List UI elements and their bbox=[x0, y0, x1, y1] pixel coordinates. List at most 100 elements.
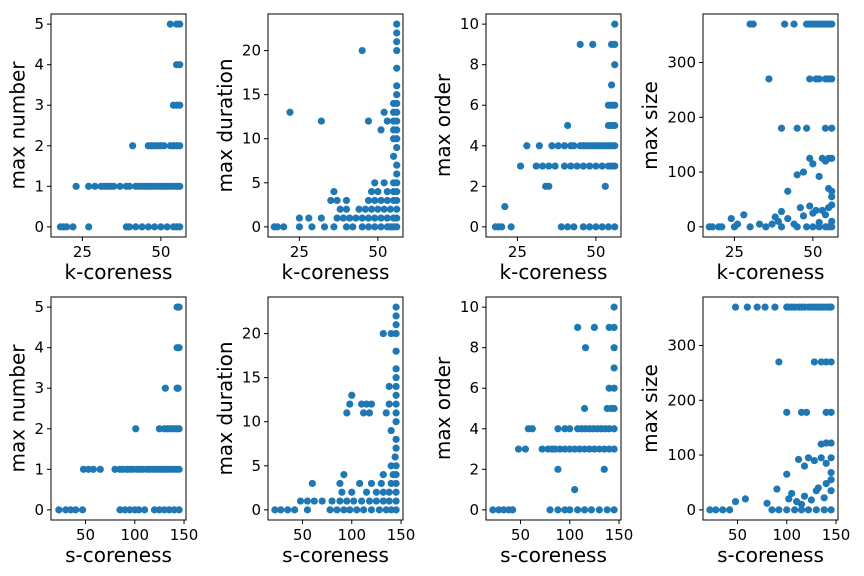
y-tick-label: 2 bbox=[34, 137, 44, 155]
data-point bbox=[809, 160, 817, 168]
axes-frame bbox=[702, 296, 839, 521]
data-point bbox=[305, 214, 313, 222]
x-tick-label: 150 bbox=[387, 526, 416, 544]
data-point bbox=[827, 303, 835, 311]
x-tick-label: 100 bbox=[120, 526, 149, 544]
data-point bbox=[96, 465, 104, 473]
data-point bbox=[387, 329, 395, 338]
data-point bbox=[358, 400, 366, 408]
data-point bbox=[328, 497, 336, 505]
data-point bbox=[817, 358, 825, 366]
data-point bbox=[377, 126, 385, 134]
y-tick-label: 10 bbox=[242, 413, 261, 431]
data-point bbox=[371, 223, 379, 231]
y-tick-label: 0 bbox=[251, 218, 261, 236]
data-point bbox=[392, 374, 400, 382]
data-point bbox=[383, 117, 391, 125]
data-point bbox=[110, 182, 118, 190]
data-point bbox=[554, 465, 562, 473]
y-tick-label: 8 bbox=[469, 56, 479, 74]
data-point bbox=[610, 323, 618, 332]
data-point bbox=[570, 223, 578, 231]
data-point bbox=[163, 223, 171, 231]
data-point bbox=[72, 182, 80, 190]
data-point bbox=[367, 479, 376, 488]
data-point bbox=[89, 465, 97, 473]
data-point bbox=[818, 154, 826, 162]
x-axis-label: k-coreness bbox=[500, 260, 608, 284]
y-tick-label: 200 bbox=[667, 391, 696, 409]
x-tick-label: 150 bbox=[822, 526, 851, 544]
data-point bbox=[495, 506, 503, 514]
data-point bbox=[175, 425, 183, 433]
y-tick-label: 5 bbox=[251, 457, 261, 475]
data-point bbox=[610, 384, 618, 392]
data-point bbox=[548, 142, 556, 150]
data-point bbox=[507, 223, 515, 231]
data-point bbox=[385, 488, 393, 496]
data-point bbox=[775, 506, 783, 514]
data-point bbox=[392, 347, 400, 355]
data-point bbox=[340, 506, 348, 514]
data-point bbox=[796, 204, 804, 212]
data-point bbox=[368, 205, 376, 213]
y-tick-label: 0 bbox=[34, 501, 44, 519]
data-point bbox=[375, 506, 383, 514]
data-point bbox=[176, 20, 184, 28]
x-tick-label: 50 bbox=[803, 243, 822, 261]
data-point bbox=[610, 506, 618, 514]
data-point bbox=[761, 303, 769, 311]
data-point bbox=[545, 182, 553, 190]
data-point bbox=[377, 223, 385, 231]
data-point bbox=[790, 20, 798, 28]
data-point bbox=[367, 400, 376, 408]
data-point bbox=[379, 497, 387, 505]
data-point bbox=[598, 162, 606, 170]
data-point bbox=[359, 506, 368, 514]
data-point bbox=[610, 364, 618, 372]
data-point bbox=[521, 445, 530, 453]
data-point bbox=[55, 506, 63, 514]
x-tick-label: 100 bbox=[555, 526, 584, 544]
x-tick-label: 25 bbox=[73, 243, 92, 261]
data-point bbox=[392, 435, 400, 443]
data-point bbox=[595, 445, 603, 453]
data-point bbox=[783, 470, 791, 478]
data-point bbox=[821, 124, 830, 132]
data-point bbox=[126, 506, 134, 514]
data-point bbox=[161, 384, 169, 392]
y-tick-label: 15 bbox=[242, 369, 261, 387]
data-point bbox=[822, 479, 830, 488]
data-point bbox=[358, 223, 366, 231]
data-point bbox=[561, 506, 569, 514]
y-tick-label: 15 bbox=[242, 86, 261, 104]
data-point bbox=[393, 126, 401, 134]
data-point bbox=[753, 303, 761, 311]
x-tick-label: 150 bbox=[170, 526, 199, 544]
data-point bbox=[828, 20, 836, 28]
data-point bbox=[176, 142, 184, 150]
data-point bbox=[166, 20, 174, 28]
data-point bbox=[718, 223, 726, 231]
data-point bbox=[538, 445, 546, 453]
data-point bbox=[342, 205, 351, 213]
data-point bbox=[380, 179, 388, 187]
data-point bbox=[585, 445, 594, 453]
data-point bbox=[822, 358, 830, 366]
data-point bbox=[393, 170, 401, 178]
data-point bbox=[814, 484, 822, 492]
data-point bbox=[129, 142, 137, 150]
y-tick-label: 0 bbox=[34, 218, 44, 236]
data-point bbox=[611, 40, 619, 49]
data-point bbox=[560, 142, 569, 150]
data-point bbox=[174, 384, 182, 392]
y-axis-label: max size bbox=[638, 81, 662, 170]
y-tick-label: 10 bbox=[460, 298, 479, 316]
data-point bbox=[343, 497, 351, 505]
data-point bbox=[783, 408, 791, 416]
data-point bbox=[828, 187, 836, 195]
data-point bbox=[160, 142, 168, 150]
axes-frame bbox=[267, 13, 404, 238]
data-point bbox=[392, 365, 400, 373]
data-point bbox=[330, 188, 338, 196]
